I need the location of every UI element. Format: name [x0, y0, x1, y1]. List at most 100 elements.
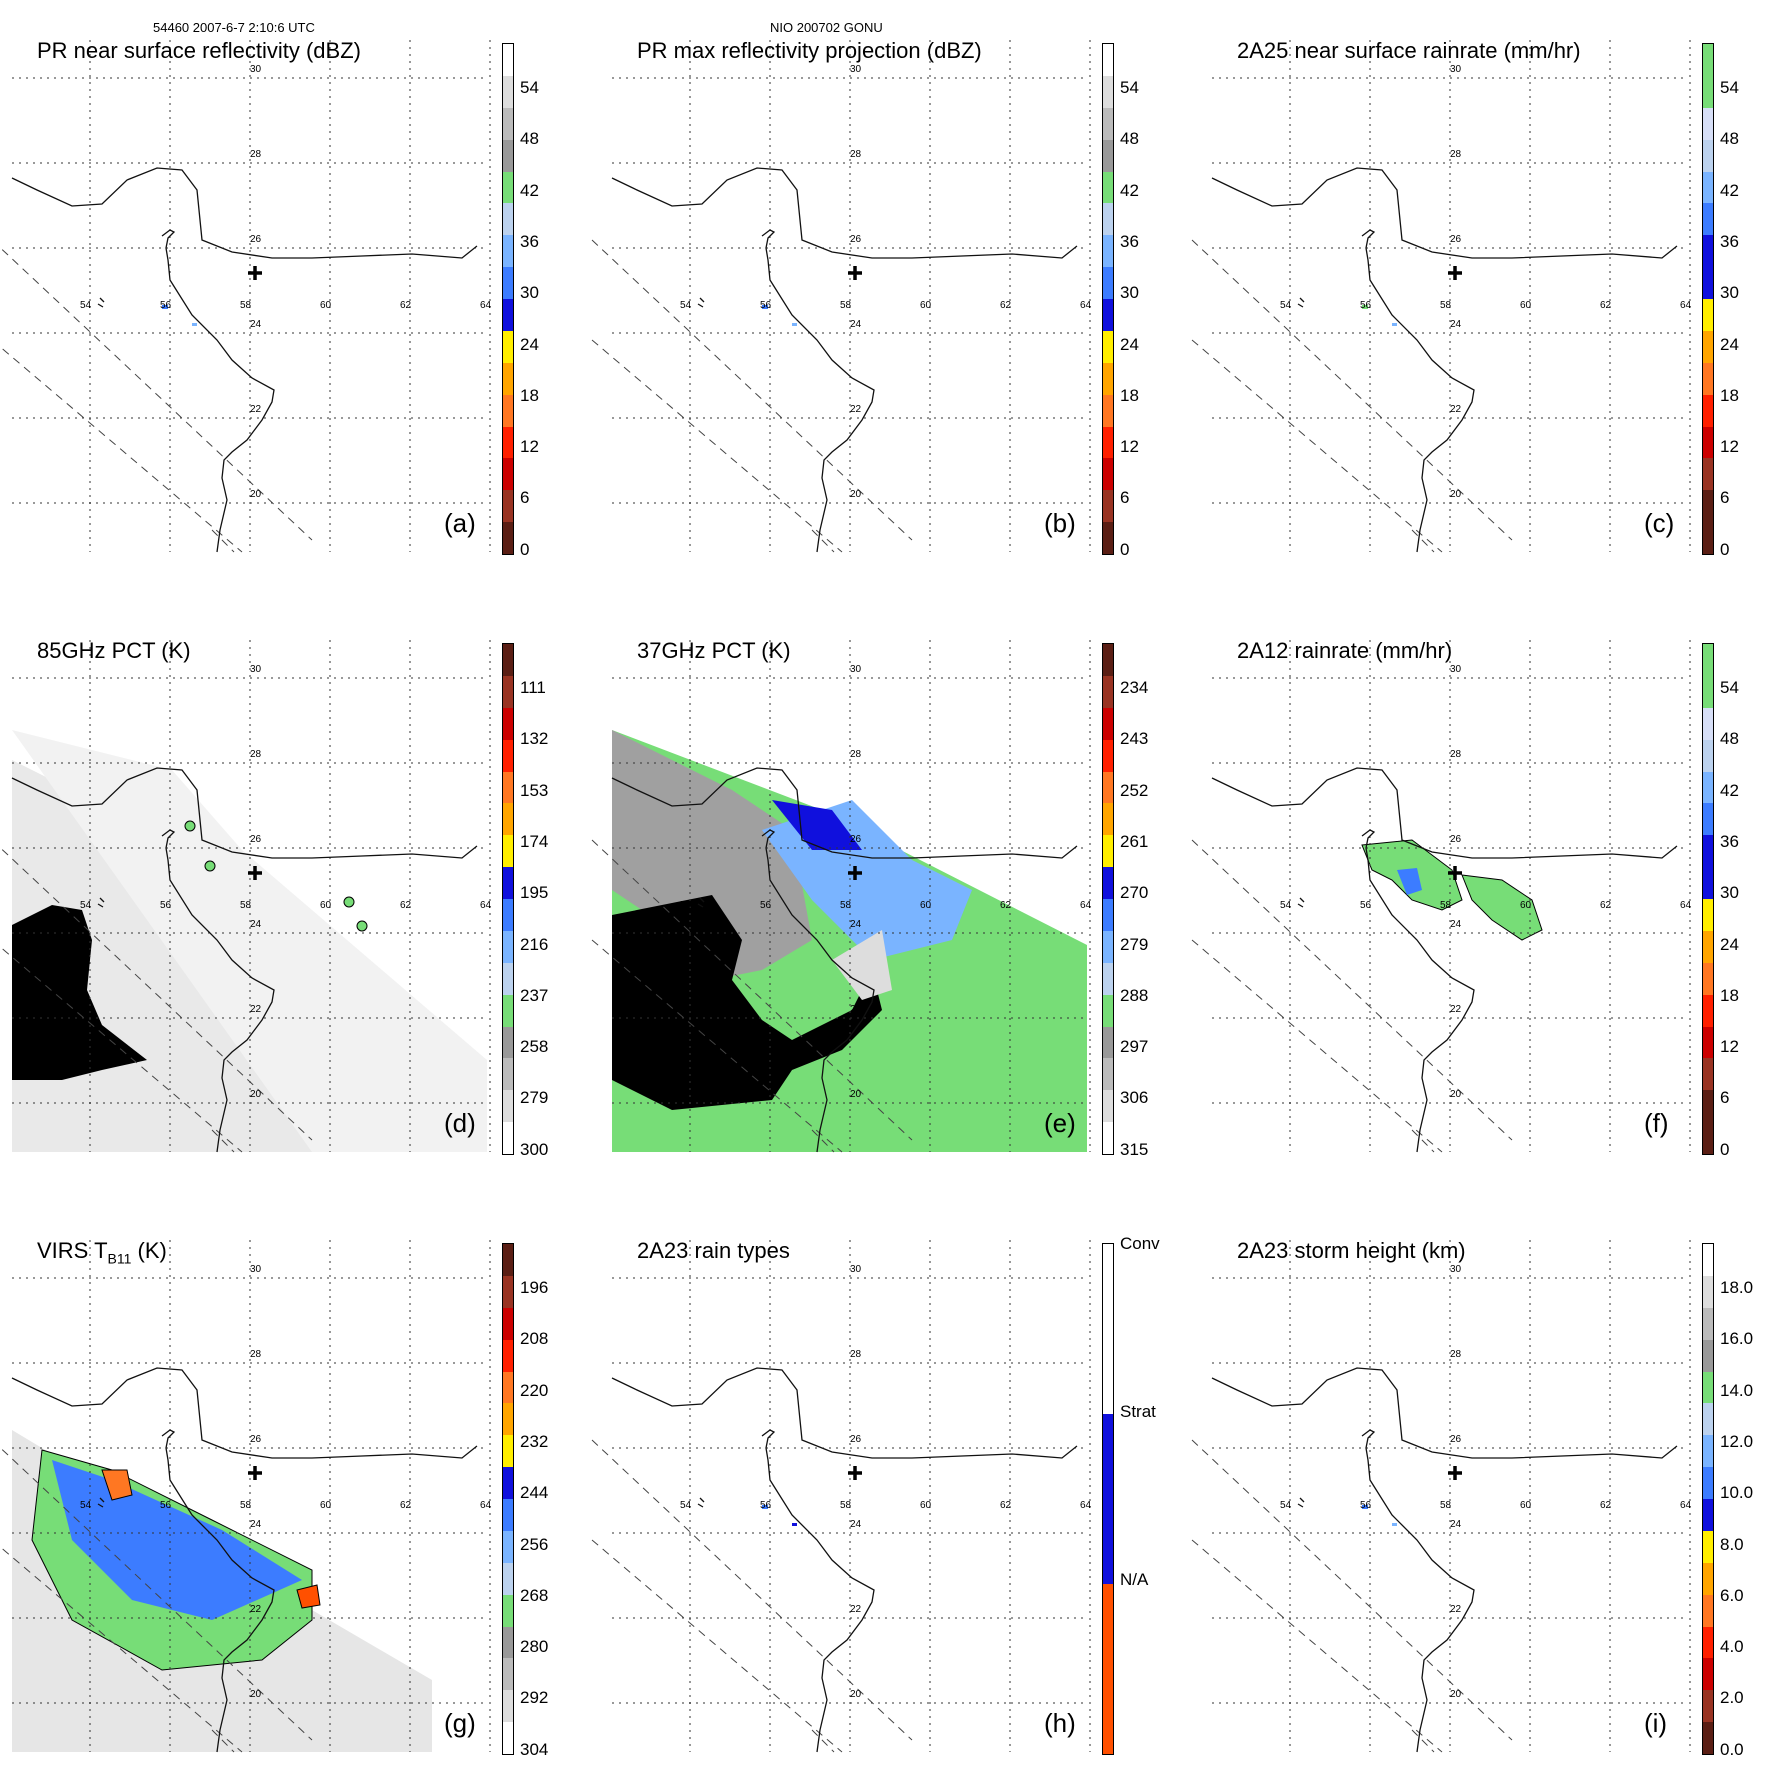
longitude-label: 64: [1080, 300, 1092, 311]
heavier-rain-cell: [1397, 868, 1422, 895]
colorbar-segment: [1103, 458, 1113, 491]
longitude-label: 60: [1520, 900, 1532, 911]
colorbar-segment: [503, 1690, 513, 1723]
latitude-label: 30: [1450, 64, 1462, 75]
colorbar-tick-label: 54: [1720, 78, 1739, 97]
longitude-label: 56: [160, 1500, 172, 1511]
rain-echo: [792, 1523, 797, 1526]
storm-center-marker: [848, 866, 862, 880]
colorbar-segment: [1703, 267, 1713, 299]
colorbar-segment: [503, 458, 513, 491]
colorbar-segment: [1103, 203, 1113, 236]
longitude-label: 54: [680, 1500, 692, 1511]
satellite-swath-edge: [1411, 1729, 1435, 1753]
colorbar-segment: [1103, 107, 1113, 140]
colorbar-segment: [503, 1658, 513, 1691]
longitude-label: 62: [1600, 300, 1612, 311]
colorbar-segment: [1703, 1626, 1713, 1659]
longitude-label: 56: [760, 1500, 772, 1511]
longitude-label: 64: [480, 1500, 492, 1511]
satellite-swath-edge: [1191, 1439, 1513, 1741]
longitude-label: 58: [1440, 1500, 1452, 1511]
colorbar-tick-label: 196: [520, 1278, 549, 1297]
colorbar-segment: [1103, 235, 1113, 268]
missing-data-area: [612, 895, 882, 1110]
colorbar-tick-label: 54: [1120, 78, 1139, 97]
colorbar-tick-label: 270: [1120, 883, 1149, 903]
satellite-swath-edge: [211, 1129, 235, 1153]
colorbar-segment: [1103, 75, 1113, 108]
panel-letter: (i): [1644, 1708, 1668, 1738]
map-h: 54 56 58 60 62 64 30 28 26 24 22 20: [591, 1240, 1092, 1753]
latitude-label: 30: [850, 64, 862, 75]
colorbar-segment: [503, 139, 513, 172]
colorbar-segment: [1703, 1499, 1713, 1531]
colorbar-tick-label: 30: [520, 283, 539, 303]
latitude-label: 20: [1450, 1689, 1462, 1700]
satellite-swath-edge: [0, 946, 243, 1153]
colorbar-segment: [1103, 771, 1113, 804]
colorbar-tick-label: 153: [520, 780, 549, 800]
colorbar-segment: [1103, 139, 1113, 172]
colorbar-segment: [503, 1090, 513, 1123]
latitude-label: 28: [1450, 149, 1462, 160]
satellite-swath-edge: [811, 1729, 835, 1753]
coldest-cloud-top: [101, 1469, 133, 1501]
colorbar-segment: [503, 330, 513, 363]
colorbar-tick-label: 24: [1720, 334, 1739, 354]
latitude-label: 22: [1450, 1004, 1462, 1015]
colorbar-tick-label: 24: [1120, 334, 1139, 354]
longitude-label: 56: [1360, 300, 1372, 311]
latitude-label: 22: [1450, 404, 1462, 415]
colorbar-segment: [503, 962, 513, 995]
satellite-swath-edge: [0, 1446, 313, 1741]
satellite-swath-edge: [0, 1546, 243, 1753]
map-i: 54 56 58 60 62 64 30 28 26 24 22 20: [1191, 1240, 1692, 1753]
colorbar-segment: [1103, 362, 1113, 395]
colorbar-segment: [503, 803, 513, 836]
colorbar-segment: [1703, 1467, 1713, 1499]
latitude-label: 28: [1450, 1349, 1462, 1360]
longitude-label: 58: [240, 300, 252, 311]
colorbar-tick-label: 24: [520, 334, 539, 354]
rain-echo: [792, 323, 797, 326]
colorbar-tick-label: 234: [1120, 678, 1149, 697]
colorbar-tick-label: 6.0: [1720, 1585, 1744, 1605]
rain-echo: [762, 1505, 768, 1509]
longitude-label: 54: [80, 300, 92, 311]
colorbar-tick-label: 42: [1720, 780, 1739, 800]
colorbar-segment: [1103, 394, 1113, 427]
satellite-swath-edge: [1191, 939, 1443, 1153]
colorbar-tick-label: 304: [520, 1739, 549, 1759]
map-d: 54 56 58 60 62 64 30 28 26 24 22 20: [0, 640, 492, 1153]
colorbar-segment: [1703, 394, 1713, 427]
colorbar-segment: [1703, 107, 1713, 140]
latitude-label: 26: [250, 234, 262, 245]
colorbar-segment: [1703, 1244, 1713, 1276]
colorbar-segment: [503, 1530, 513, 1563]
colorbar-tick-label: 2.0: [1720, 1688, 1744, 1708]
longitude-label: 62: [1600, 900, 1612, 911]
coastline: [611, 1367, 1078, 1753]
colorbar-tick-label: 42: [1720, 180, 1739, 200]
latitude-label: 22: [850, 1604, 862, 1615]
colorbar-tick-label: 6: [1120, 488, 1130, 508]
colorbar-segment: [1703, 1058, 1713, 1091]
colorbar-tick-label: 306: [1120, 1088, 1149, 1108]
colorbar-segment: [1103, 330, 1113, 363]
satellite-swath-edge: [591, 239, 913, 541]
storm-center-marker: [248, 866, 262, 880]
colorbar-segment: [1103, 899, 1113, 931]
coastline: [1211, 167, 1678, 553]
colorbar-segment: [1703, 1026, 1713, 1059]
longitude-label: 62: [1000, 1500, 1012, 1511]
colorbar-segment: [503, 1371, 513, 1404]
colorbar-segment: [1703, 899, 1713, 931]
colorbar-segment: [1703, 75, 1713, 108]
colorbar-segment: [1103, 1414, 1113, 1584]
panel-letter: (a): [444, 508, 476, 538]
map-b: 54 56 58 60 62 64 30 28 26 24 22 20: [591, 40, 1092, 553]
cold-cloud-patch: [343, 896, 355, 908]
colorbar-segment: [1103, 803, 1113, 836]
latitude-label: 20: [250, 1089, 262, 1100]
